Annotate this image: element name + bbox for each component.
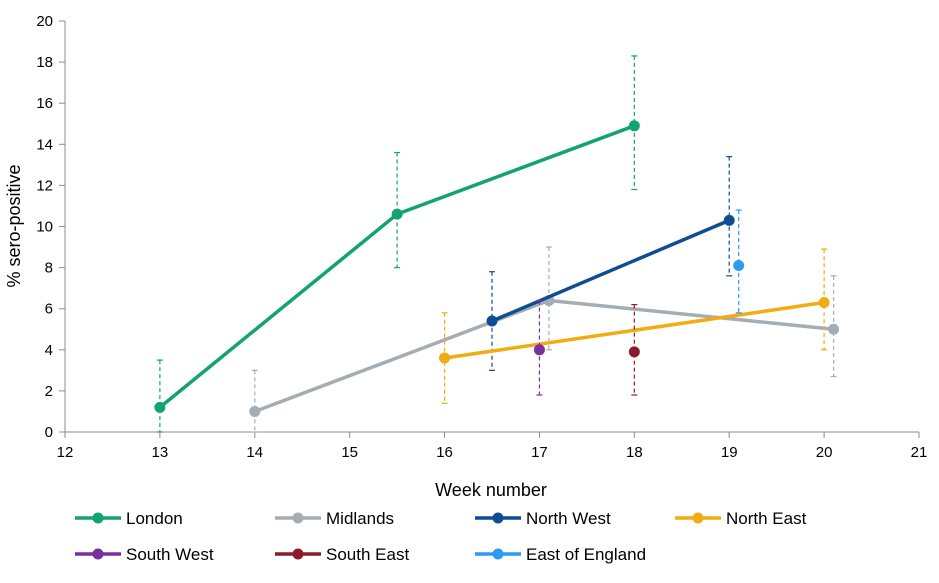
data-point [628,120,640,132]
series-london [154,55,640,433]
series-midlands [249,246,840,433]
data-point [439,352,451,364]
legend-marker [492,548,504,560]
y-tick-label: 2 [45,383,53,400]
legend-item: North West [475,509,611,528]
series-north-east [439,248,830,404]
data-point [723,214,735,226]
x-tick-label: 13 [152,444,169,461]
y-tick-label: 14 [36,136,53,153]
legend-marker [292,512,304,524]
legend-marker [292,548,304,560]
legend-item: East of England [475,545,646,564]
y-axis-title: % sero-positive [4,164,24,287]
legend: London Midlands North West North East South … [75,509,807,564]
series-layer [154,55,840,433]
data-point [486,315,498,327]
x-tick-label: 14 [246,444,263,461]
y-tick-label: 6 [45,301,53,318]
legend-label: South West [126,545,214,564]
series-east-of-england [733,209,745,314]
y-tick-label: 0 [45,424,53,441]
x-tick-label: 21 [911,444,928,461]
data-point [154,401,166,413]
x-tick-label: 16 [436,444,453,461]
data-point [628,346,640,358]
data-point [249,405,261,417]
legend-label: Midlands [326,509,394,528]
x-tick-label: 15 [341,444,358,461]
series-line [491,218,730,323]
x-tick-label: 17 [531,444,548,461]
y-tick-label: 18 [36,54,53,71]
legend-item: North East [675,509,807,528]
y-tick-label: 12 [36,177,53,194]
data-point [733,260,745,272]
legend-marker [492,512,504,524]
legend-item: London [75,509,183,528]
series-south-east [628,303,640,396]
y-tick-label: 8 [45,260,53,277]
series-north-west [486,156,735,371]
x-tick-label: 19 [721,444,738,461]
y-tick-label: 20 [36,13,53,30]
legend-label: South East [326,545,409,564]
legend-item: Midlands [275,509,394,528]
series-south-west [533,299,545,396]
axes: 0 2 4 6 8 10 12 14 16 18 20 12 13 14 15 16 17 18 19 20 21 [36,13,927,461]
legend-label: East of England [526,545,646,564]
y-tick-label: 10 [36,219,53,236]
legend-item: South East [275,545,409,564]
data-point [391,208,403,220]
data-point [818,297,830,309]
legend-label: London [126,509,183,528]
series-line [254,298,834,414]
x-tick-label: 18 [626,444,643,461]
x-axis-title: Week number [435,480,547,500]
series-line [444,300,825,360]
x-tick-label: 12 [57,444,74,461]
data-point [533,344,545,356]
legend-marker [92,548,104,560]
legend-label: North West [526,509,611,528]
data-point [828,323,840,335]
y-tick-label: 16 [36,95,53,112]
legend-label: North East [726,509,807,528]
y-tick-label: 4 [45,342,53,359]
legend-marker [92,512,104,524]
legend-item: South West [75,545,214,564]
x-tick-label: 20 [816,444,833,461]
legend-marker [692,512,704,524]
